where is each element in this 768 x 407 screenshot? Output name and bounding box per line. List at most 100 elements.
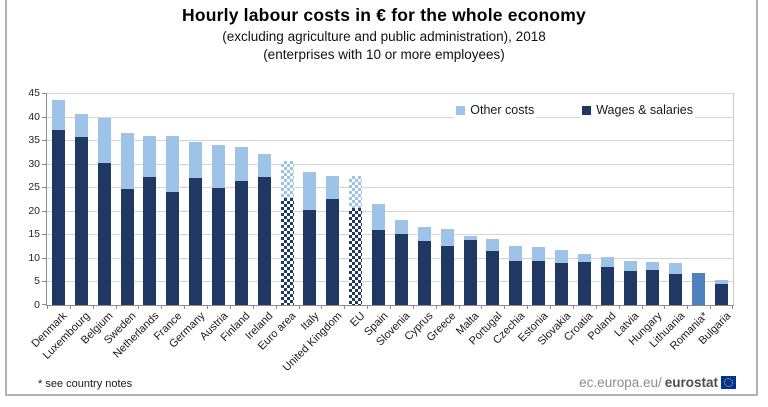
bar-malta-wages bbox=[463, 239, 477, 305]
bar-slovakia-wages bbox=[555, 263, 568, 305]
x-tick bbox=[47, 305, 48, 309]
bar-lithuania-wages bbox=[669, 274, 683, 305]
footnote: * see country notes bbox=[38, 378, 133, 390]
bar-poland-other-costs bbox=[600, 257, 614, 268]
x-tick bbox=[436, 305, 437, 309]
gridline-30 bbox=[47, 163, 733, 165]
eu-flag-icon bbox=[721, 376, 736, 389]
bar-germany-other-costs bbox=[189, 142, 203, 179]
gridline-25 bbox=[47, 187, 733, 189]
y-tick-10 bbox=[42, 257, 46, 259]
x-label-denmark: Denmark bbox=[29, 310, 70, 351]
bar-ireland-wages bbox=[257, 177, 271, 305]
bar-united-kingdom-wages bbox=[326, 199, 340, 305]
x-label-slovakia: Slovakia bbox=[535, 310, 573, 348]
x-tick bbox=[138, 305, 139, 309]
bar-austria-wages bbox=[212, 188, 225, 305]
bar-luxembourg-wages bbox=[74, 137, 88, 305]
bar-portugal-wages bbox=[486, 250, 500, 305]
bar-croatia-wages bbox=[577, 261, 591, 305]
x-tick bbox=[70, 305, 71, 309]
bar-netherlands-other-costs bbox=[143, 135, 157, 177]
y-label-40: 40 bbox=[28, 110, 40, 123]
bar-netherlands-wages bbox=[143, 176, 157, 305]
x-tick bbox=[481, 305, 482, 309]
bar-malta-other-costs bbox=[463, 235, 477, 240]
legend-item-wages-salaries: Wages & salaries bbox=[580, 102, 695, 118]
legend-label-other-costs: Other costs bbox=[470, 103, 535, 117]
y-tick-45 bbox=[42, 93, 46, 94]
x-tick bbox=[116, 305, 117, 309]
y-tick-35 bbox=[42, 140, 46, 142]
bar-poland-wages bbox=[600, 267, 614, 305]
x-label-estonia: Estonia bbox=[515, 310, 551, 345]
gridline-20 bbox=[47, 210, 733, 212]
y-label-5: 5 bbox=[34, 275, 40, 288]
bar-austria-other-costs bbox=[212, 144, 225, 189]
y-label-20: 20 bbox=[28, 204, 40, 217]
y-label-45: 45 bbox=[28, 87, 40, 99]
bar-eu-other-costs bbox=[349, 175, 363, 208]
x-label-euro-area: Euro area bbox=[255, 310, 299, 353]
bar-germany-wages bbox=[189, 178, 203, 305]
bar-slovenia-wages bbox=[394, 233, 408, 305]
y-tick-5 bbox=[42, 281, 46, 283]
y-tick-30 bbox=[42, 163, 46, 165]
x-tick bbox=[321, 305, 322, 309]
x-tick bbox=[619, 305, 620, 309]
y-tick-25 bbox=[42, 187, 46, 189]
bar-euro-area-wages bbox=[280, 197, 294, 305]
x-tick bbox=[253, 305, 254, 309]
bar-latvia-other-costs bbox=[623, 261, 637, 271]
x-tick bbox=[459, 305, 460, 309]
bar-denmark-wages bbox=[51, 129, 65, 305]
bar-denmark-other-costs bbox=[51, 100, 65, 130]
x-label-austria: Austria bbox=[197, 310, 230, 343]
y-tick-15 bbox=[42, 234, 46, 236]
bar-euro-area-other-costs bbox=[280, 160, 294, 198]
x-tick bbox=[161, 305, 162, 309]
bar-finland-wages bbox=[234, 180, 248, 305]
x-tick bbox=[596, 305, 597, 309]
bar-bulgaria-other-costs bbox=[715, 279, 729, 284]
bar-greece-wages bbox=[440, 245, 454, 305]
y-label-30: 30 bbox=[28, 157, 40, 170]
x-label-united-kingdom: United Kingdom bbox=[280, 310, 345, 374]
chart-subtitle-line2: (enterprises with 10 or more employees) bbox=[263, 47, 505, 62]
x-tick bbox=[413, 305, 414, 309]
source-url-eurostat: eurostat bbox=[664, 375, 718, 390]
bar-france-other-costs bbox=[166, 136, 180, 193]
wages-salaries-swatch-icon bbox=[582, 105, 592, 115]
gridline-40 bbox=[47, 116, 733, 118]
x-tick bbox=[504, 305, 505, 309]
x-label-italy: Italy bbox=[298, 310, 322, 333]
bar-france-wages bbox=[166, 192, 180, 305]
bar-finland-other-costs bbox=[234, 146, 248, 181]
bar-czechia-wages bbox=[509, 260, 523, 305]
bar-romania-total bbox=[692, 272, 706, 305]
gridline-10 bbox=[47, 257, 733, 259]
x-tick bbox=[299, 305, 300, 309]
bar-italy-wages bbox=[303, 210, 317, 305]
other-costs-swatch-icon bbox=[456, 105, 466, 115]
bar-belgium-wages bbox=[97, 163, 111, 305]
bar-spain-wages bbox=[372, 230, 386, 305]
bar-latvia-wages bbox=[623, 270, 637, 305]
x-tick bbox=[732, 305, 733, 309]
bar-luxembourg-other-costs bbox=[74, 113, 88, 138]
x-label-france: France bbox=[151, 310, 185, 343]
plot-area: Other costs Wages & salaries bbox=[42, 93, 734, 309]
x-label-germany: Germany bbox=[166, 310, 208, 351]
bar-portugal-other-costs bbox=[486, 238, 500, 251]
bar-ireland-other-costs bbox=[257, 154, 271, 178]
x-label-portugal: Portugal bbox=[466, 310, 505, 348]
x-tick bbox=[664, 305, 665, 309]
x-tick bbox=[687, 305, 688, 309]
chart-subtitle-line1: (excluding agriculture and public admini… bbox=[222, 29, 546, 44]
x-tick bbox=[527, 305, 528, 309]
bar-hungary-wages bbox=[646, 270, 660, 305]
x-label-ireland: Ireland bbox=[243, 310, 276, 343]
x-tick bbox=[93, 305, 94, 309]
x-label-netherlands: Netherlands bbox=[110, 310, 162, 361]
bar-estonia-wages bbox=[532, 260, 546, 305]
